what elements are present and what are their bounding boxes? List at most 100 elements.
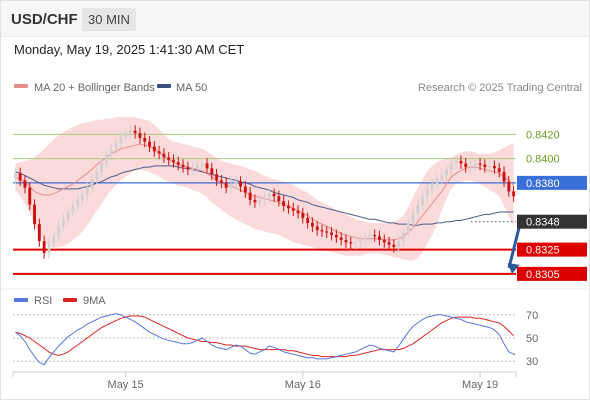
candle-body xyxy=(330,232,333,235)
candle-body xyxy=(402,232,405,242)
candle-body xyxy=(267,193,271,198)
candle-body xyxy=(291,208,295,211)
candle-body xyxy=(296,210,300,214)
chart-header: USD/CHF 30 MIN xyxy=(1,1,589,37)
candle-body xyxy=(373,235,377,237)
forecast-arrow-shaft xyxy=(507,224,522,269)
interval-button[interactable]: 30 MIN xyxy=(82,8,136,31)
candle-body xyxy=(47,243,51,254)
candle-body xyxy=(378,236,381,240)
candle-body xyxy=(334,235,338,238)
candle-body xyxy=(248,192,252,200)
level-tag-0.8380 xyxy=(517,175,587,190)
candle-body xyxy=(28,187,32,205)
candle-body xyxy=(301,213,305,219)
candle-body xyxy=(454,161,458,164)
candle-body xyxy=(205,163,209,169)
candle-body xyxy=(430,184,434,189)
rsi-legend: RSI 9MA xyxy=(14,295,106,307)
candle-body xyxy=(445,169,448,176)
candle-body xyxy=(37,224,41,242)
candle-body xyxy=(488,165,492,168)
candle-body xyxy=(258,199,262,203)
rsi-ma-legend-swatch xyxy=(63,298,77,302)
candle-body xyxy=(157,151,161,154)
price-pane xyxy=(1,117,589,290)
candle-body xyxy=(277,196,281,202)
candle-body xyxy=(464,163,468,168)
level-tag-0.8305 xyxy=(517,266,587,281)
candle-body xyxy=(239,181,242,187)
candle-body xyxy=(215,174,219,181)
candle-body xyxy=(363,237,367,240)
candle-body xyxy=(493,165,496,169)
level-label-0.8420: 0.8420 xyxy=(526,129,560,141)
candle-body xyxy=(287,205,290,209)
candle-body xyxy=(272,193,276,197)
candle-body xyxy=(85,187,89,195)
candle-body xyxy=(57,226,60,237)
candle-body xyxy=(181,164,185,168)
rsi-tick-50: 50 xyxy=(526,333,538,345)
candle-body xyxy=(81,195,84,200)
candle-body xyxy=(23,180,27,188)
candle-body xyxy=(76,199,80,206)
candle-body xyxy=(138,133,142,138)
symbol-title: USD/CHF xyxy=(11,11,78,28)
forecast-arrow-head xyxy=(507,263,520,274)
candle-body xyxy=(66,212,70,220)
candle-body xyxy=(234,181,238,185)
ma20-legend-swatch xyxy=(14,84,28,88)
candle-body xyxy=(325,231,329,233)
level-label-0.8348: 0.8348 xyxy=(526,217,560,229)
level-label-0.8325: 0.8325 xyxy=(526,245,560,257)
candle-body xyxy=(14,173,17,179)
candle-body xyxy=(354,242,357,244)
candle-body xyxy=(311,222,314,227)
candle-body xyxy=(344,239,348,243)
time-tick-label: May 19 xyxy=(462,379,498,391)
candle-body xyxy=(421,196,424,205)
candle-body xyxy=(320,230,324,232)
candle-body xyxy=(128,130,132,134)
candle-body xyxy=(469,165,472,168)
candle-body xyxy=(61,219,65,227)
candles-group xyxy=(14,125,516,259)
candle-body xyxy=(497,168,501,172)
candle-body xyxy=(191,168,195,170)
ma20-legend-label: MA 20 + Bollinger Bands xyxy=(34,82,155,94)
candle-body xyxy=(483,164,487,168)
candle-body xyxy=(459,161,463,164)
candle-body xyxy=(339,237,343,240)
candle-body xyxy=(95,171,99,180)
candle-body xyxy=(263,197,266,200)
candle-body xyxy=(349,242,353,244)
candle-body xyxy=(152,146,156,152)
candle-body xyxy=(440,175,444,180)
candle-body xyxy=(105,155,108,164)
candle-body xyxy=(124,133,127,137)
candle-body xyxy=(210,168,214,175)
candle-body xyxy=(425,188,429,197)
candle-body xyxy=(224,182,228,188)
candle-body xyxy=(109,148,113,155)
candle-body xyxy=(162,153,166,158)
ma50-legend-label: MA 50 xyxy=(176,82,207,94)
candle-body xyxy=(33,204,36,225)
candle-body xyxy=(358,239,362,243)
rsi-legend-label: RSI xyxy=(34,295,52,307)
ma50-legend-swatch xyxy=(157,84,171,88)
candle-body xyxy=(71,205,75,212)
time-tick-label: May 16 xyxy=(285,379,321,391)
candle-body xyxy=(315,226,319,231)
time-axis: May 15 May 16 May 19 xyxy=(12,371,517,391)
candle-body xyxy=(478,163,482,165)
candle-body xyxy=(18,173,22,181)
rsi-legend-swatch xyxy=(14,298,28,302)
candle-body xyxy=(416,204,420,214)
ma50-line xyxy=(15,165,514,226)
level-labels: 0.8420 0.8400 0.8380 0.8348 0.8325 0.8305 xyxy=(517,129,587,281)
candle-body xyxy=(502,171,506,182)
candle-body xyxy=(186,167,190,170)
